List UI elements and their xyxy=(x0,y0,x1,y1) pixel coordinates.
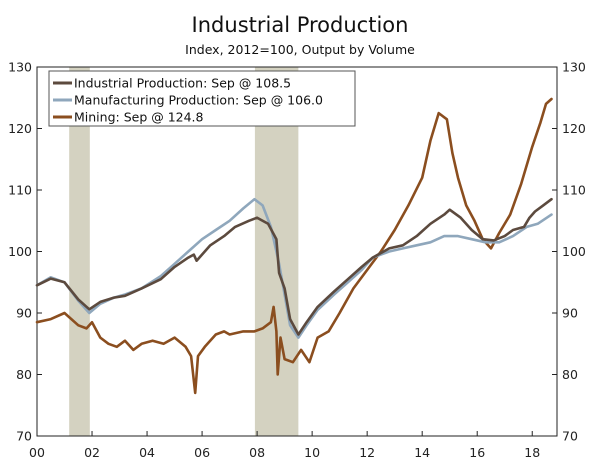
x-tick-label: 06 xyxy=(194,445,210,460)
x-tick-label: 00 xyxy=(29,445,45,460)
x-tick-label: 18 xyxy=(524,445,540,460)
y-tick-label-left: 80 xyxy=(16,367,32,382)
y-tick-label-left: 110 xyxy=(8,183,32,198)
y-tick-label-right: 70 xyxy=(562,429,578,444)
y-tick-label-right: 130 xyxy=(562,60,586,75)
x-tick-label: 16 xyxy=(469,445,485,460)
y-tick-label-right: 110 xyxy=(562,183,586,198)
recession-band-0 xyxy=(69,67,90,436)
x-tick-label: 10 xyxy=(304,445,320,460)
x-tick-label: 04 xyxy=(139,445,155,460)
legend-box xyxy=(48,70,356,127)
legend: Industrial Production: Sep @ 108.5 Manufa… xyxy=(48,70,356,127)
x-tick-label: 02 xyxy=(84,445,100,460)
y-tick-label-left: 100 xyxy=(8,244,32,259)
y-tick-label-left: 90 xyxy=(16,306,32,321)
legend-label-1: Manufacturing Production: Sep @ 106.0 xyxy=(74,93,323,108)
y-tick-label-right: 100 xyxy=(562,244,586,259)
x-tick-label: 14 xyxy=(414,445,430,460)
series-line-0 xyxy=(35,197,553,336)
chart-subtitle: Index, 2012=100, Output by Volume xyxy=(185,42,415,57)
legend-label-0: Industrial Production: Sep @ 108.5 xyxy=(74,76,291,91)
y-tick-label-left: 70 xyxy=(16,429,32,444)
x-tick-label: 08 xyxy=(249,445,265,460)
y-tick-label-right: 80 xyxy=(562,367,578,382)
series-line-2 xyxy=(35,97,553,395)
legend-label-2: Mining: Sep @ 124.8 xyxy=(74,110,204,125)
y-tick-label-left: 130 xyxy=(8,60,32,75)
y-tick-label-right: 120 xyxy=(562,121,586,136)
y-tick-label-left: 120 xyxy=(8,121,32,136)
y-tick-label-right: 90 xyxy=(562,306,578,321)
x-tick-label: 12 xyxy=(359,445,375,460)
chart-title: Industrial Production xyxy=(191,13,409,37)
